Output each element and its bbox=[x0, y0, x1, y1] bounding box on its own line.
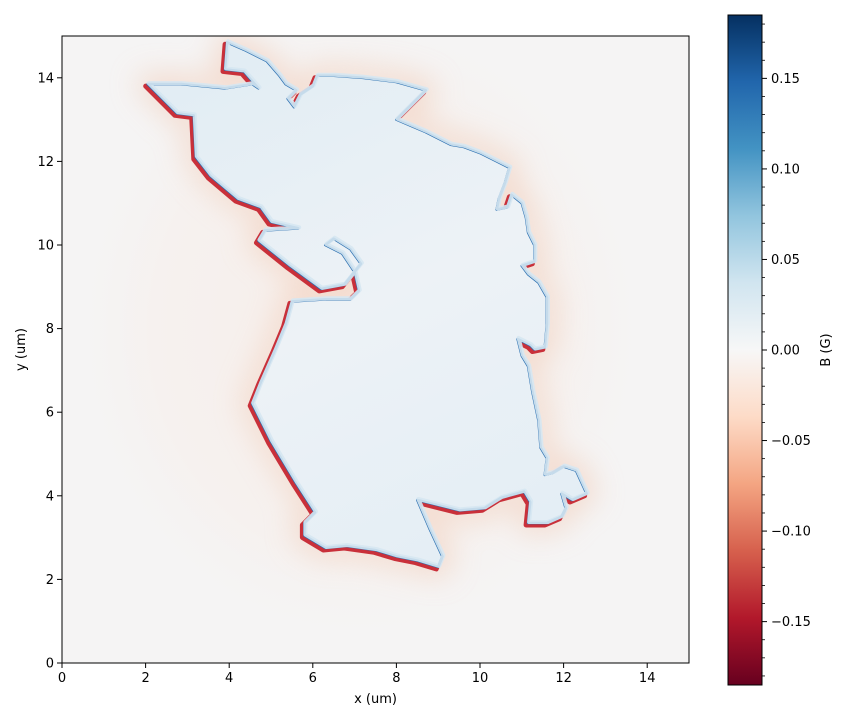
x-tick-label: 4 bbox=[225, 671, 233, 686]
y-tick-label: 6 bbox=[46, 406, 54, 421]
colorbar-tick-label: 0.00 bbox=[771, 344, 800, 359]
y-tick-label: 0 bbox=[46, 657, 54, 672]
y-tick-label: 8 bbox=[46, 322, 54, 337]
colorbar-tick-label: 0.10 bbox=[771, 162, 800, 177]
colorbar-gradient bbox=[727, 14, 763, 686]
x-tick-label: 6 bbox=[309, 671, 317, 686]
colorbar-ticks: −0.15 −0.10 −0.05 0.00 0.05 0.10 0.15 bbox=[762, 72, 811, 630]
y-tick-label: 14 bbox=[37, 71, 54, 86]
plot-frame bbox=[61, 35, 690, 664]
colorbar-label: B (G) bbox=[819, 333, 834, 366]
x-axis-label: x (um) bbox=[354, 692, 397, 707]
x-tick-label: 10 bbox=[472, 671, 489, 686]
x-tick-label: 14 bbox=[639, 671, 656, 686]
colorbar-minor-ticks bbox=[762, 23, 765, 677]
colorbar-tick-label: 0.15 bbox=[771, 72, 800, 87]
x-tick-label: 0 bbox=[58, 671, 66, 686]
colorbar-tick-label: −0.10 bbox=[771, 525, 811, 540]
y-tick-label: 10 bbox=[37, 239, 54, 254]
x-tick-label: 2 bbox=[141, 671, 149, 686]
y-axis-ticks: 0 2 4 6 8 10 12 14 bbox=[37, 71, 62, 672]
y-tick-label: 12 bbox=[37, 155, 54, 170]
heatmap bbox=[62, 36, 689, 663]
colorbar-tick-label: −0.05 bbox=[771, 434, 811, 449]
colorbar-tick-label: 0.05 bbox=[771, 253, 800, 268]
inner-rim bbox=[146, 39, 590, 568]
x-tick-label: 12 bbox=[555, 671, 572, 686]
y-axis-label: y (um) bbox=[14, 328, 29, 371]
colorbar-tick-label: −0.15 bbox=[771, 615, 811, 630]
x-tick-label: 8 bbox=[392, 671, 400, 686]
y-tick-label: 2 bbox=[46, 573, 54, 588]
colorbar: −0.15 −0.10 −0.05 0.00 0.05 0.10 0.15 B (G) bbox=[727, 14, 834, 686]
x-axis-ticks: 0 2 4 6 8 10 12 14 bbox=[58, 663, 656, 686]
y-tick-label: 4 bbox=[46, 489, 54, 504]
